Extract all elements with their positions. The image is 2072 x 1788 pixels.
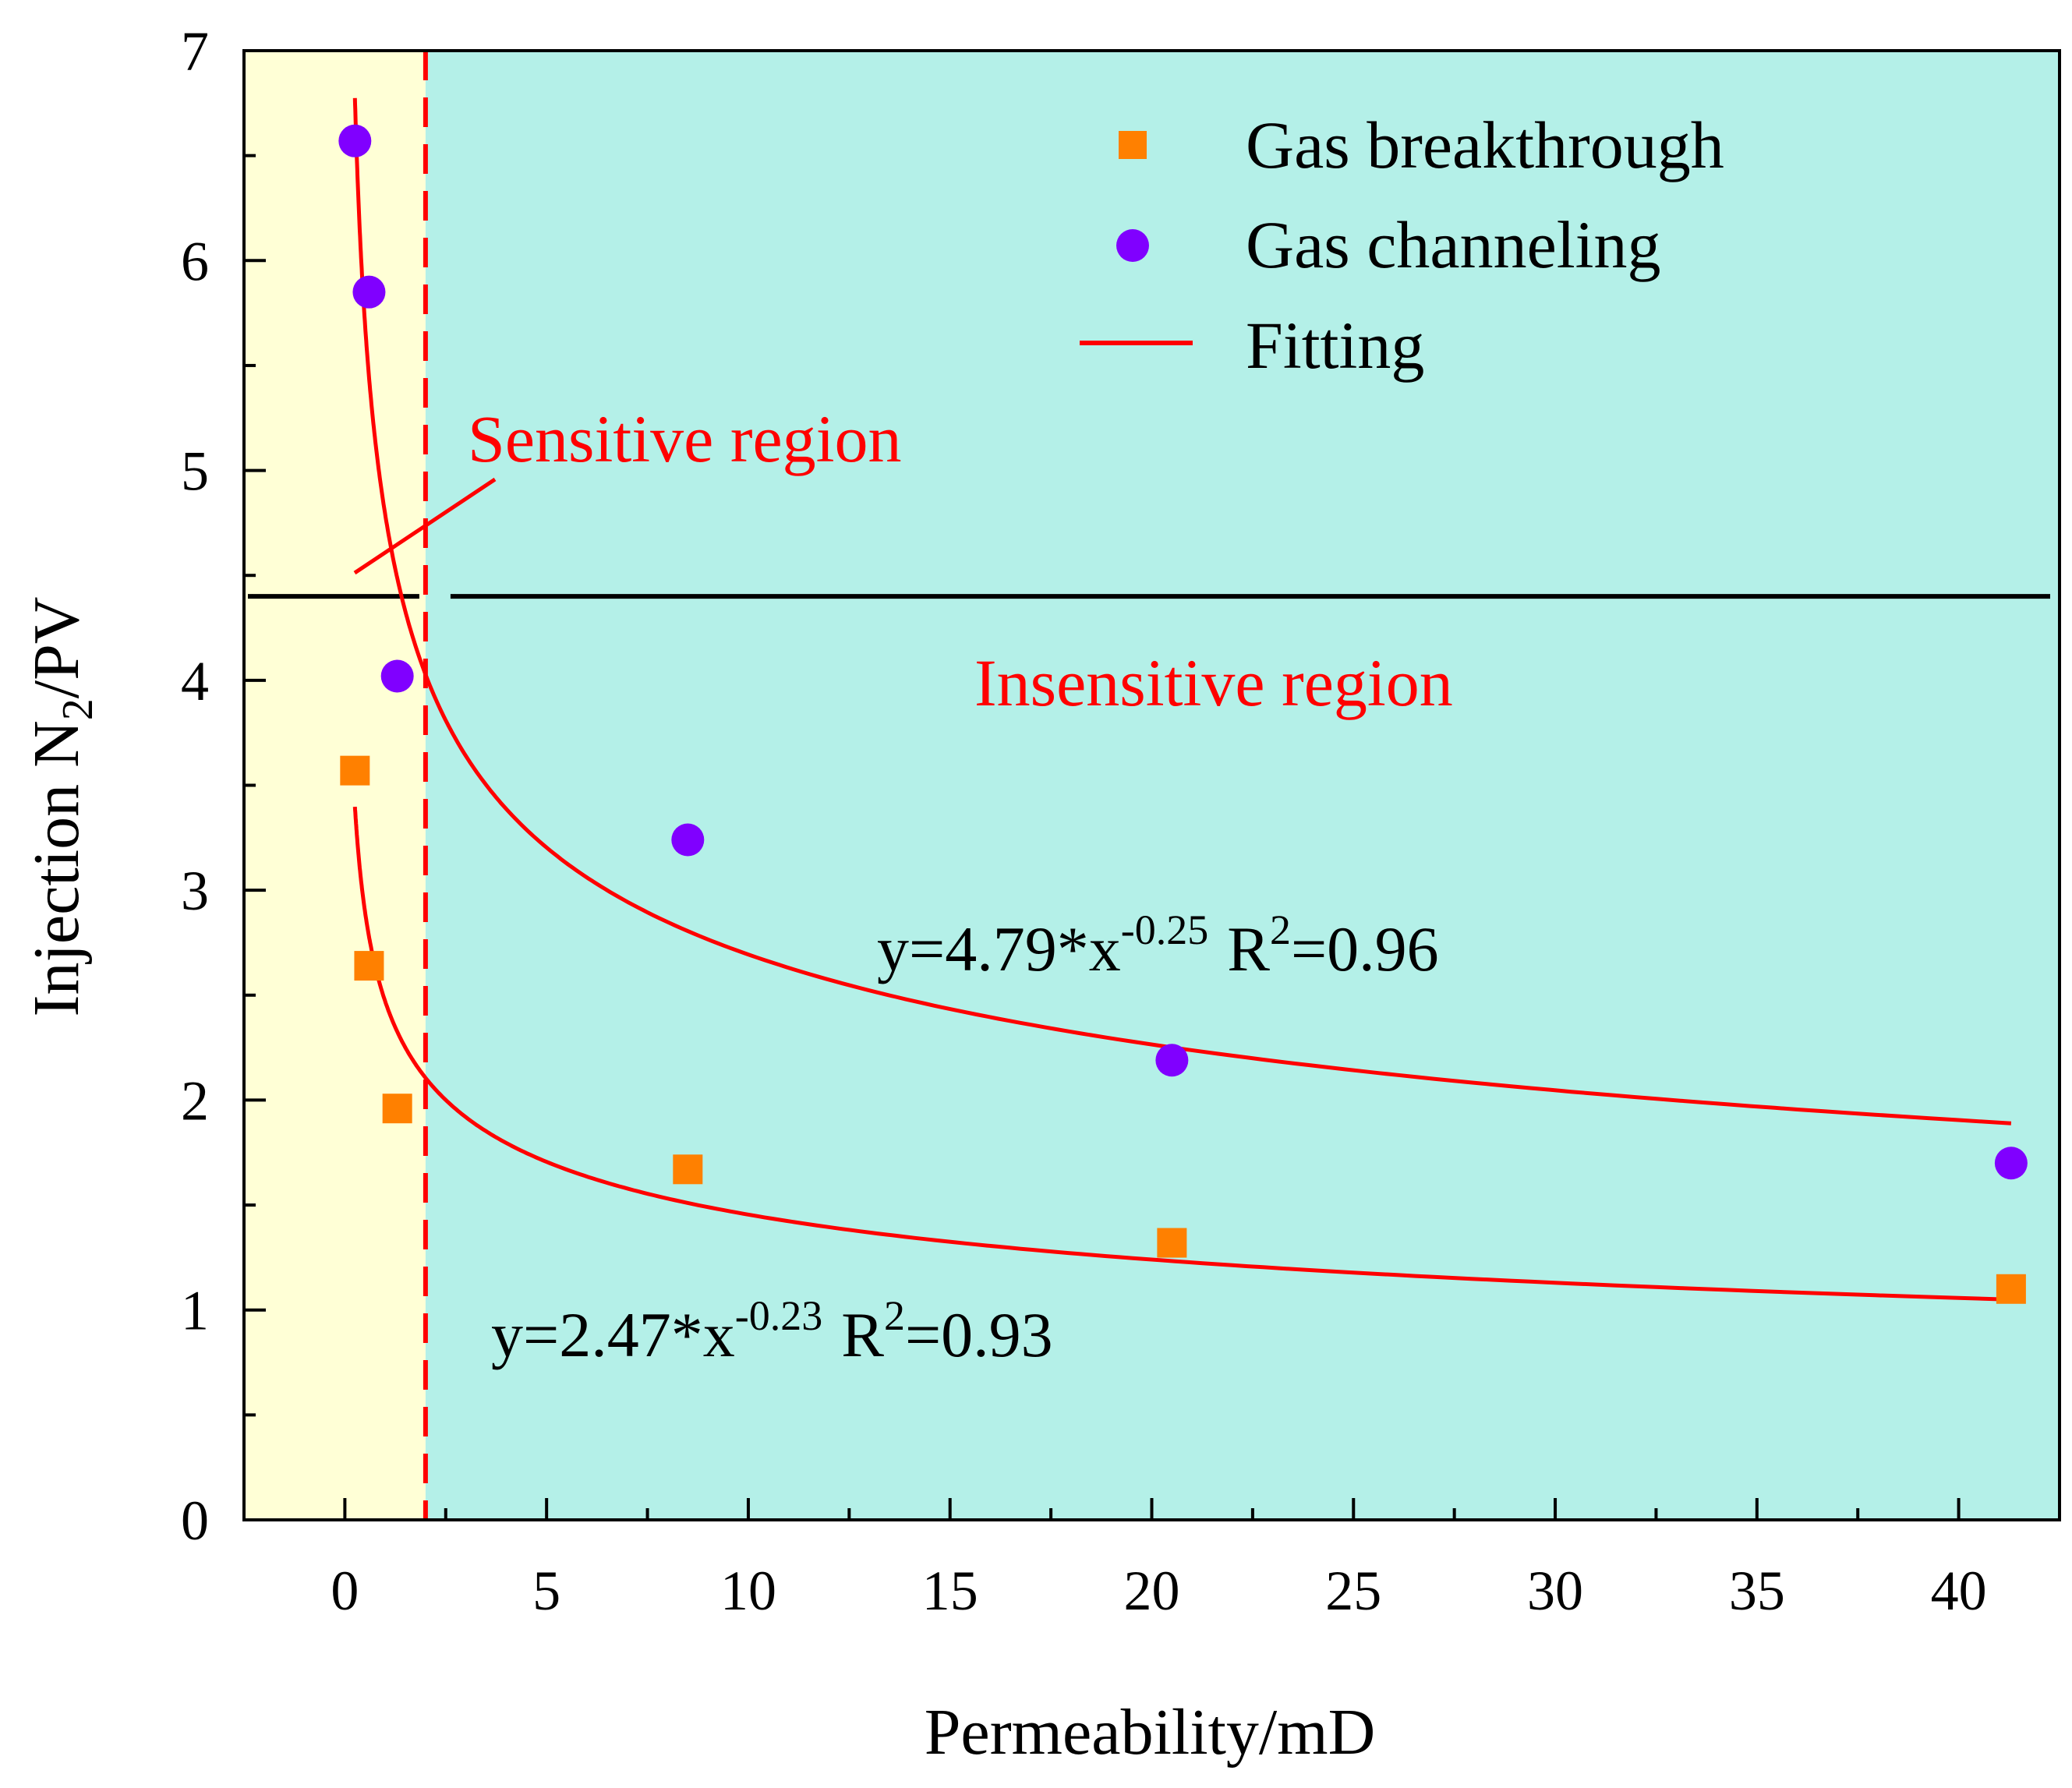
- fit-equation-gas-breakthrough: y=2.47*x-0.23 R2=0.93: [491, 1292, 1053, 1370]
- data-point-gas-breakthrough: [340, 755, 370, 786]
- data-point-gas-channeling: [352, 275, 386, 309]
- data-point-gas-breakthrough: [673, 1154, 703, 1185]
- x-axis: 0 5 10 15 20 25 30 35 40: [331, 1498, 1987, 1622]
- y-tick-label: 2: [181, 1069, 209, 1132]
- y-axis-title: Injection N2/PV: [20, 597, 102, 1017]
- fit-equation-exponent: -0.23: [735, 1292, 822, 1339]
- x-tick-label: 5: [532, 1560, 560, 1622]
- y-tick-label: 4: [181, 650, 209, 712]
- y-tick-label: 1: [181, 1280, 209, 1342]
- data-point-gas-channeling: [671, 823, 705, 857]
- y-axis-title-prefix: Injection N: [20, 720, 93, 1016]
- y-tick-label: 5: [181, 440, 209, 503]
- x-axis-title: Permeability/mD: [925, 1696, 1376, 1769]
- y-tick-label: 0: [181, 1489, 209, 1552]
- y-axis: 0 1 2 3 4 5 6 7: [181, 20, 266, 1552]
- r-squared-value: =0.96: [1291, 913, 1439, 984]
- y-tick-label: 7: [181, 20, 209, 83]
- x-tick-label: 25: [1325, 1560, 1381, 1622]
- x-tick-label: 10: [720, 1560, 776, 1622]
- sensitive-region-background: [244, 51, 426, 1520]
- fit-equation-gas-channeling: y=4.79*x-0.25 R2=0.96: [877, 906, 1439, 984]
- legend: Gas breakthrough Gas channeling Fitting: [1080, 108, 1724, 383]
- legend-label-gas-channeling: Gas channeling: [1246, 207, 1661, 282]
- x-tick-label: 30: [1527, 1560, 1583, 1622]
- x-tick-label: 35: [1729, 1560, 1785, 1622]
- r-squared-value: =0.93: [905, 1299, 1053, 1370]
- fit-curve-gas-channeling: [352, 97, 2012, 1125]
- data-point-gas-breakthrough: [1996, 1274, 2026, 1304]
- sensitive-region-leader-line: [353, 477, 497, 575]
- data-point-gas-channeling: [1994, 1147, 2028, 1180]
- x-tick-label: 15: [922, 1560, 978, 1622]
- r-squared-base: R: [841, 1299, 884, 1370]
- data-point-gas-breakthrough: [1157, 1228, 1187, 1258]
- fit-equation-prefix: y=4.79*x: [877, 913, 1121, 984]
- data-point-gas-channeling: [1155, 1044, 1189, 1077]
- y-axis-title-suffix: /PV: [20, 597, 93, 699]
- legend-marker-gas-channeling: [1116, 229, 1149, 262]
- data-point-gas-breakthrough: [354, 951, 384, 981]
- y-tick-label: 6: [181, 230, 209, 292]
- r-squared-base: R: [1227, 913, 1270, 984]
- x-tick-label: 20: [1124, 1560, 1180, 1622]
- insensitive-region-background: [425, 51, 2060, 1520]
- legend-label-fitting: Fitting: [1246, 308, 1424, 383]
- y-axis-title-subscript: 2: [54, 698, 102, 720]
- fit-equation-exponent: -0.25: [1121, 906, 1208, 953]
- data-point-gas-breakthrough: [382, 1094, 412, 1124]
- data-points: [338, 124, 2028, 1304]
- fit-curve-gas-breakthrough: [352, 806, 2011, 1302]
- r-squared-superscript: 2: [884, 1292, 905, 1339]
- x-tick-label: 0: [331, 1560, 359, 1622]
- legend-marker-gas-breakthrough: [1119, 131, 1147, 159]
- fit-equation-prefix: y=2.47*x: [491, 1299, 735, 1370]
- sensitive-region-label: Sensitive region: [468, 401, 902, 476]
- legend-label-gas-breakthrough: Gas breakthrough: [1246, 108, 1724, 182]
- insensitive-region-label: Insensitive region: [974, 645, 1453, 720]
- x-tick-label: 40: [1931, 1560, 1987, 1622]
- data-point-gas-channeling: [380, 659, 414, 693]
- data-point-gas-channeling: [338, 124, 372, 157]
- y-tick-label: 3: [181, 860, 209, 922]
- r-squared-superscript: 2: [1270, 906, 1291, 953]
